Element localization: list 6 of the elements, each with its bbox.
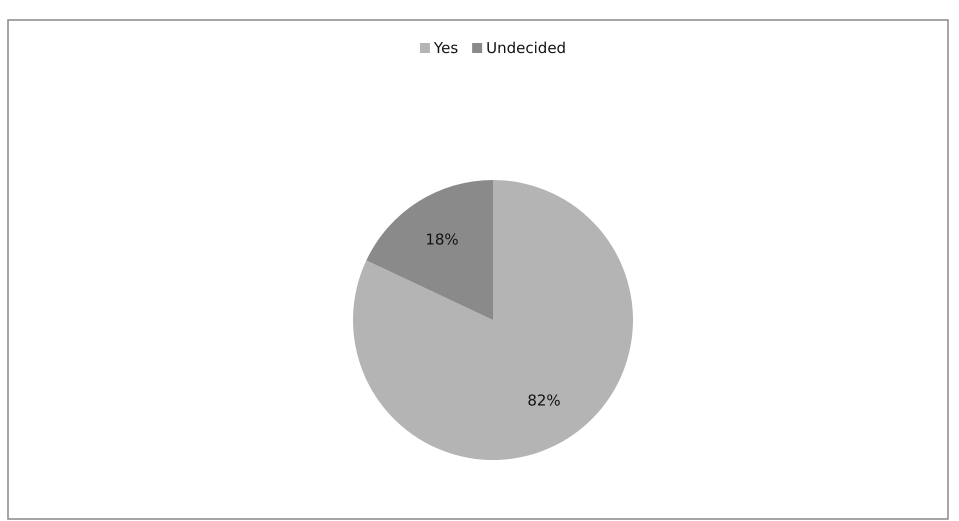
pie-slice	[366, 180, 493, 320]
legend-label: Undecided	[486, 39, 566, 57]
pie-slice	[353, 180, 633, 460]
data-label: 18%	[425, 230, 459, 249]
data-label: 82%	[527, 391, 561, 410]
legend-label: Yes	[432, 39, 458, 57]
